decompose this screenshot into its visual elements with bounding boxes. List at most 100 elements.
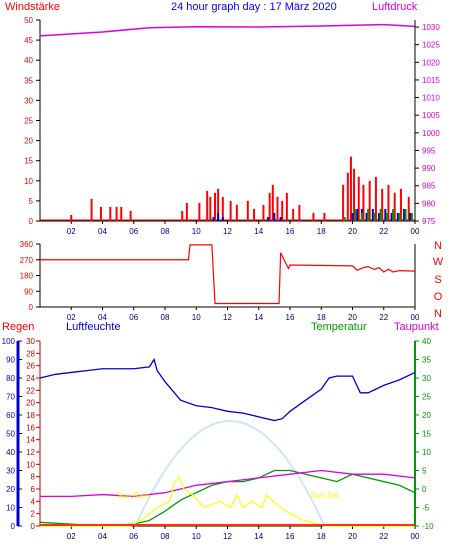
- humidity-y-tick-label: 10: [6, 504, 15, 513]
- pressure-axis-label: Luftdruck: [372, 1, 418, 13]
- x-tick-label: 10: [192, 532, 201, 541]
- temperature-y-tick-label: -10: [422, 522, 434, 531]
- humidity-y-tick-label: 100: [2, 337, 16, 346]
- x-tick-label: 16: [286, 227, 295, 236]
- humidity-y-tick-label: 90: [6, 356, 15, 365]
- direction-y-tick-label: 360: [20, 240, 34, 249]
- rain-y-tick-label: 0: [31, 522, 36, 531]
- pressure-y-tick-label: 990: [422, 164, 436, 173]
- luftfeuchte-line: [39, 357, 416, 422]
- rain-y-tick-label: 18: [26, 411, 35, 420]
- pressure-y-tick-label: 975: [422, 217, 436, 226]
- x-tick-label: 02: [67, 227, 76, 236]
- rain-y-tick-label: 26: [26, 362, 35, 371]
- wind-y-tick-label: 10: [24, 177, 33, 186]
- humidity-y-tick-label: 80: [6, 374, 15, 383]
- x-tick-label: 04: [98, 532, 107, 541]
- pressure-y-tick-label: 1020: [422, 58, 440, 67]
- rain-y-tick-label: 24: [26, 374, 35, 383]
- x-tick-label: 12: [223, 532, 232, 541]
- x-tick-label: 02: [67, 532, 76, 541]
- rain-y-tick-label: 16: [26, 423, 35, 432]
- x-tick-label: 18: [317, 227, 326, 236]
- direction-compass-label: W: [433, 256, 444, 268]
- wind-direction-line: [40, 244, 416, 305]
- wind-y-tick-label: 35: [24, 76, 33, 85]
- x-tick-label: 22: [379, 227, 388, 236]
- x-tick-label: 20: [348, 532, 357, 541]
- wind-y-tick-label: 30: [24, 96, 33, 105]
- x-tick-label: 22: [379, 532, 388, 541]
- x-tick-label: 14: [254, 227, 263, 236]
- wind-y-tick-label: 5: [29, 197, 34, 206]
- humidity-y-tick-label: 50: [6, 430, 15, 439]
- rain-y-tick-label: 10: [26, 460, 35, 469]
- rain-y-tick-label: 6: [31, 485, 36, 494]
- x-tick-label: 02: [67, 313, 76, 322]
- direction-y-tick-label: 0: [29, 303, 34, 312]
- direction-y-tick-label: 90: [24, 287, 33, 296]
- wind-y-tick-label: 50: [24, 16, 33, 25]
- temperature-y-tick-label: 40: [422, 337, 431, 346]
- x-tick-label: 20: [348, 227, 357, 236]
- direction-y-tick-label: 270: [20, 256, 34, 265]
- pressure-y-tick-label: 1005: [422, 111, 440, 120]
- humidity-y-tick-label: 60: [6, 411, 15, 420]
- pressure-y-tick-label: 1010: [422, 94, 440, 103]
- taupunkt-line: [40, 469, 416, 498]
- wind-y-tick-label: 20: [24, 137, 33, 146]
- pressure-y-tick-label: 980: [422, 199, 436, 208]
- x-tick-label: 10: [192, 227, 201, 236]
- x-tick-label: 00: [411, 313, 420, 322]
- sunset-label: Sun Set: [310, 491, 339, 500]
- wind-axis-label: Windstärke: [5, 1, 60, 13]
- rain-y-tick-label: 2: [31, 510, 36, 519]
- x-tick-label: 06: [129, 227, 138, 236]
- temperature-y-tick-label: -5: [422, 504, 430, 513]
- x-tick-label: 20: [348, 313, 357, 322]
- x-tick-label: 14: [254, 313, 263, 322]
- pressure-y-tick-label: 985: [422, 182, 436, 191]
- temperature-y-tick-label: 5: [422, 467, 427, 476]
- rain-y-tick-label: 8: [31, 473, 36, 482]
- temperature-y-tick-label: 0: [422, 485, 427, 494]
- x-tick-label: 12: [223, 227, 232, 236]
- pressure-y-tick-label: 995: [422, 146, 436, 155]
- chart-title: 24 hour graph day : 17 März 2020: [171, 1, 337, 13]
- humidity-y-tick-label: 30: [6, 467, 15, 476]
- x-tick-label: 18: [317, 313, 326, 322]
- rain-y-tick-label: 30: [26, 337, 35, 346]
- humidity-y-tick-label: 20: [6, 485, 15, 494]
- wind-y-tick-label: 45: [24, 36, 33, 45]
- x-tick-label: 22: [379, 313, 388, 322]
- pressure-y-tick-label: 1030: [422, 23, 440, 32]
- temperature-y-tick-label: 15: [422, 430, 431, 439]
- x-tick-label: 16: [286, 313, 295, 322]
- solar-radiation-line: [40, 475, 415, 527]
- wind-pressure-chart: Windstärke 24 hour graph day : 17 März 2…: [5, 1, 440, 236]
- rain-y-tick-label: 20: [26, 399, 35, 408]
- x-tick-label: 06: [129, 532, 138, 541]
- rain-y-tick-label: 4: [31, 497, 36, 506]
- x-tick-label: 08: [161, 532, 170, 541]
- humidity-axis-label: Luftfeuchte: [66, 321, 120, 333]
- rain-axis-label: Regen: [2, 321, 34, 333]
- temperature-axis-label: Temperatur: [311, 321, 367, 333]
- rain-y-tick-label: 12: [26, 448, 35, 457]
- pressure-y-tick-label: 1015: [422, 76, 440, 85]
- x-tick-label: 18: [317, 532, 326, 541]
- temperature-y-tick-label: 30: [422, 374, 431, 383]
- direction-compass-label: N: [434, 240, 442, 252]
- temperature-y-tick-label: 25: [422, 393, 431, 402]
- temperature-y-tick-label: 35: [422, 356, 431, 365]
- wind-y-tick-label: 0: [29, 217, 34, 226]
- rain-y-tick-label: 28: [26, 349, 35, 358]
- direction-compass-label: S: [434, 274, 441, 286]
- wind-y-tick-label: 25: [24, 117, 33, 126]
- sun-path-arc: [134, 420, 326, 527]
- pressure-y-tick-label: 1025: [422, 41, 440, 50]
- rain-y-tick-label: 14: [26, 436, 35, 445]
